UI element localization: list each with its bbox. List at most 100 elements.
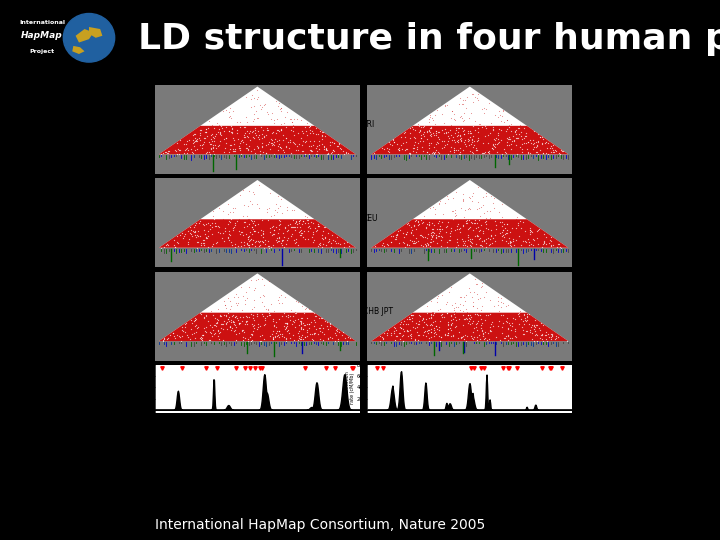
Point [317,314,328,322]
Point [228,224,239,232]
Point [194,309,205,318]
Point [461,142,472,151]
Point [546,335,557,343]
Point [549,335,561,343]
Point [317,234,328,243]
Point [240,318,251,326]
Point [292,335,303,344]
Point [238,131,250,140]
Point [456,99,467,108]
Point [478,138,490,147]
Point [427,233,438,241]
Point [288,120,300,129]
Point [286,320,297,329]
Point [448,143,459,152]
Point [178,140,189,149]
Point [224,227,235,235]
Point [272,102,284,111]
Point [217,207,229,215]
Point [168,235,180,244]
Point [513,124,524,132]
Point [492,112,503,121]
Point [525,322,536,331]
Point [256,337,267,346]
Point [246,200,258,208]
Point [261,107,273,116]
Point [312,225,323,234]
Point [204,328,216,336]
Text: International HapMap Consortium, Nature 2005: International HapMap Consortium, Nature … [155,518,485,532]
Point [431,138,443,147]
Point [494,106,505,115]
Point [297,325,309,333]
Point [547,241,559,249]
Point [443,325,454,334]
Point [286,115,297,124]
Point [433,199,445,208]
Point [460,305,472,313]
Point [305,145,316,154]
Point [180,319,192,328]
Point [248,238,260,247]
Point [505,237,516,246]
Point [456,333,467,341]
Point [503,330,514,339]
Point [397,138,409,147]
Point [220,134,231,143]
Point [457,194,469,203]
Point [271,114,282,123]
Point [496,212,508,221]
Point [314,240,325,248]
Point [484,327,495,336]
Point [270,323,282,332]
Point [436,126,448,134]
Point [428,310,439,319]
Point [242,145,253,153]
Point [282,234,294,242]
Point [434,337,446,346]
Point [262,305,274,314]
Point [521,139,532,148]
Point [457,100,469,109]
Point [377,238,388,247]
Point [180,144,192,153]
Point [438,143,450,151]
Point [438,312,449,321]
Point [487,233,499,242]
Point [468,288,480,297]
Point [467,132,478,140]
Point [174,333,185,341]
Point [302,223,314,232]
Point [228,326,239,335]
Point [404,313,415,321]
Point [464,133,476,141]
Point [161,239,173,248]
Point [258,227,269,235]
Point [204,150,215,158]
Point [269,134,281,143]
Point [435,225,446,233]
Point [279,322,290,330]
Point [460,241,472,249]
Point [225,302,237,310]
Point [252,114,264,123]
Point [508,240,520,249]
Point [335,145,346,153]
Point [169,334,181,343]
Point [289,236,300,245]
Point [467,319,478,327]
Point [529,316,541,325]
Point [194,133,205,142]
Point [200,220,212,229]
Point [496,228,508,237]
Point [532,130,544,138]
Point [511,150,523,158]
Point [341,336,353,345]
Point [424,124,436,132]
Point [491,147,503,156]
Point [275,126,287,135]
Point [413,217,424,226]
Point [428,143,440,152]
Point [406,237,418,245]
Point [499,230,510,238]
